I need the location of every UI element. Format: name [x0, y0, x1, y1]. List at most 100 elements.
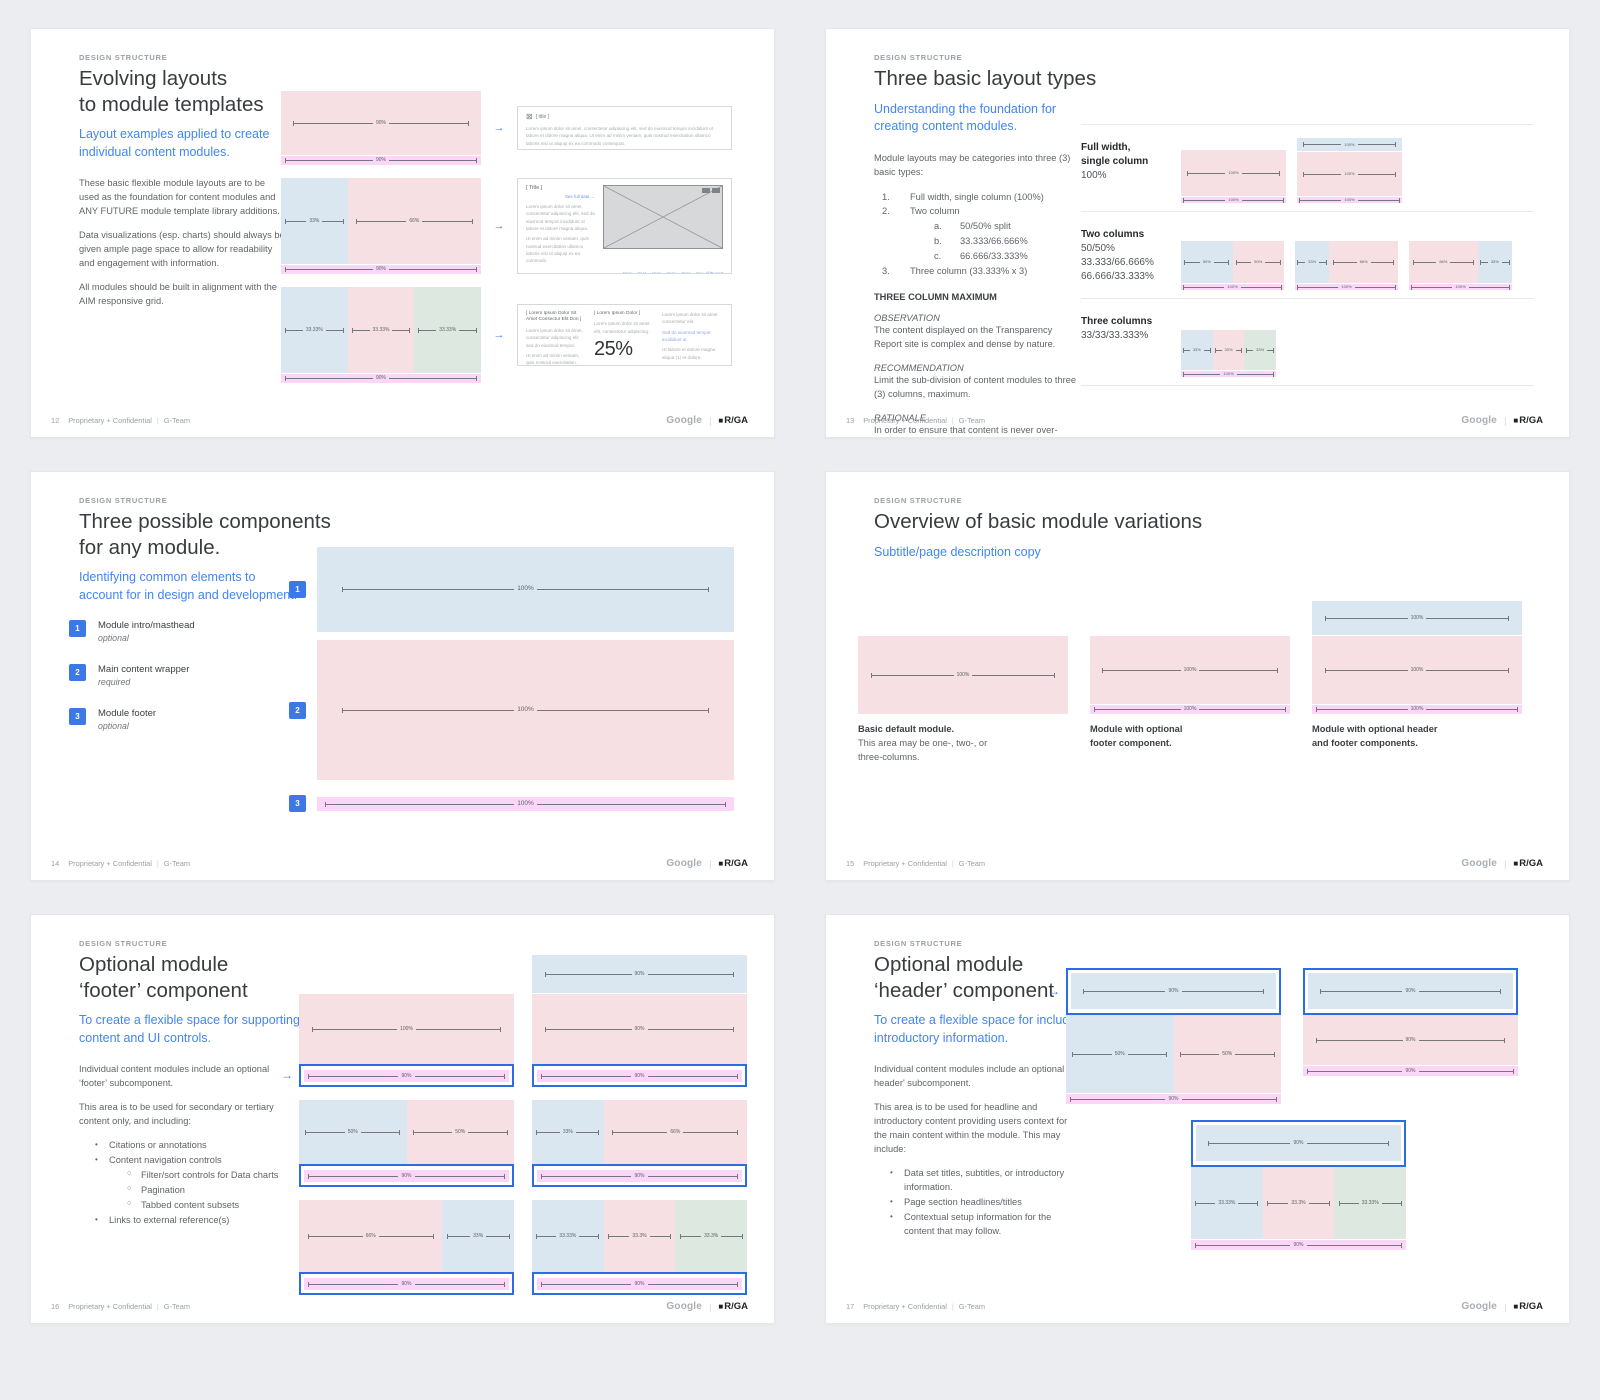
component-band-row: 2 100% [289, 640, 734, 780]
bullet-icon: • [890, 1196, 893, 1206]
wireframe-footer-links: Year Year Year Year Year See all/Export [526, 270, 723, 274]
module-diagram: 33% 66% 90% [532, 1100, 747, 1187]
page-title: Optional module ‘header’ component [874, 953, 1055, 1002]
module-diagram-cell: 50% 50% 100% [1181, 241, 1284, 290]
wireframe-paragraph: Lorem ipsum dolor sit amet elit, consect… [594, 321, 650, 334]
bullet-icon: • [95, 1140, 98, 1149]
module-diagram-cell: 90% 90% 90% [532, 955, 747, 1087]
legend-label: Main content wrapper [98, 664, 190, 676]
module-diagram-cell: 90% 50% 50% 90% → [1048, 968, 1281, 1104]
slide-subtitle: Identifying common elements to account f… [79, 570, 298, 602]
module-column: 33.3% [1262, 1167, 1335, 1239]
module-header: 90% [532, 955, 747, 993]
layout-types-panel: Full width, single column 100% 100% 100% … [1081, 124, 1534, 386]
slide-15[interactable]: DESIGN STRUCTURE Overview of basic modul… [825, 471, 1570, 881]
page-number: 12 [51, 416, 60, 425]
slide-footer: 16 Proprietary + Confidential | G-Team G… [51, 1301, 748, 1312]
module-header: 100% [1312, 601, 1522, 635]
highlight-outline: 90% [532, 1064, 747, 1087]
module-diagram-cell: 100% 90% → [281, 994, 514, 1087]
module-header: 100% [1297, 138, 1402, 151]
module-diagram: 100% [317, 547, 734, 632]
csv-icon [702, 188, 710, 193]
module-column: 33% [532, 1100, 604, 1164]
arrow-icon: → [493, 329, 505, 341]
module-diagram: 100% 100% [1181, 150, 1286, 203]
module-diagram-cell: 100% [317, 796, 734, 811]
confidential-label: Proprietary + Confidential [68, 859, 152, 868]
layout-type-row: Two columns 50/50% 33.333/66.666% 66.666… [1081, 211, 1534, 298]
emphasis-heading: THREE COLUMN MAXIMUM [874, 291, 997, 302]
layout-examples-panel: 90% 90% → ⊠ [ title ] Lorem ipsum dolor s… [281, 91, 732, 396]
component-number-chip: 2 [69, 664, 86, 682]
module-body: 33.33% 33.3% 33.3% [532, 1200, 748, 1272]
legend-item: 1 Module intro/masthead optional [69, 620, 287, 643]
bullet-icon: • [890, 1211, 893, 1221]
rga-logo-mark: ■ [718, 416, 724, 425]
module-diagram: 100% [317, 797, 734, 811]
module-diagram-cell: 33% 66% 90% [532, 1100, 747, 1187]
module-diagram-cell: 66% 33% 100% [1409, 241, 1512, 290]
arrow-icon: → [493, 220, 505, 232]
team-label: G-Team [958, 416, 986, 425]
module-column: 100% [1312, 636, 1522, 704]
module-column: 33.33% [281, 287, 348, 373]
module-diagram-cell: 33% 33% 33% 100% [1181, 330, 1277, 377]
module-diagram: 90% 90% 90% [1303, 968, 1518, 1076]
module-header: 90% [1308, 973, 1513, 1009]
legend-label: Module intro/masthead [98, 620, 195, 632]
module-footer: 100% [1181, 284, 1284, 290]
module-body: 100% [317, 640, 734, 780]
wireframe-link: Year [637, 270, 647, 274]
module-body: 90% [1303, 1015, 1518, 1065]
stat-value: 25% [594, 338, 633, 361]
bullet-icon: • [95, 1154, 98, 1164]
module-diagram: 66% 33% 100% [1409, 241, 1512, 290]
module-column: 90% [1303, 1015, 1518, 1065]
page-title: Three basic layout types [874, 67, 1097, 90]
slide-16[interactable]: DESIGN STRUCTURE Optional module ‘footer… [30, 914, 775, 1324]
slide-12[interactable]: DESIGN STRUCTURE Evolving layouts to mod… [30, 28, 775, 438]
module-diagram-cell: 33% 66% 90% [281, 178, 481, 274]
slide-footer: 12 Proprietary + Confidential | G-Team G… [51, 415, 748, 426]
slide-17[interactable]: DESIGN STRUCTURE Optional module ‘header… [825, 914, 1570, 1324]
confidential-label: Proprietary + Confidential [68, 416, 152, 425]
layout-type-row: Full width, single column 100% 100% 100% … [1081, 124, 1534, 211]
rga-logo-mark: ■ [1513, 1302, 1519, 1311]
confidential-label: Proprietary + Confidential [863, 859, 947, 868]
component-legend: 1 Module intro/masthead optional 2 Main … [69, 620, 287, 731]
example-row: 33.33% 33.33% 33.33% 90% → [ Lorem Ipsum Do… [281, 287, 732, 383]
wireframe-title: [ Lorem Ipsum Dolor ] [594, 311, 641, 316]
wireframe-paragraph: Ut enim ad minim veniam, quis nostrud ex… [526, 236, 589, 264]
module-body: 100% [858, 636, 1068, 714]
module-column: 33% [1181, 330, 1213, 370]
footer-separator: | [951, 416, 954, 425]
body-paragraph: This area is to be used for secondary or… [79, 1102, 274, 1127]
slide-14[interactable]: DESIGN STRUCTURE Three possible componen… [30, 471, 775, 881]
component-number-chip: 1 [69, 620, 86, 638]
page-title: Evolving layouts to module templates [79, 67, 264, 116]
variation-caption: Basic default module. This area may be o… [858, 724, 988, 762]
list-subitem: a. 50/50% split [934, 221, 1011, 232]
page-number: 17 [846, 1302, 855, 1311]
slide-13[interactable]: DESIGN STRUCTURE Three basic layout type… [825, 28, 1570, 438]
wireframe-title: [ title ] [535, 114, 550, 120]
module-column: 33.33% [1191, 1167, 1263, 1239]
bullet-item: • Content navigation controls [79, 1154, 287, 1168]
module-body: 33% 33% 33% [1181, 330, 1277, 370]
section-heading: RECOMMENDATION [874, 362, 964, 373]
module-diagram: 33.33% 33.33% 33.33% 90% [281, 287, 482, 383]
team-label: G-Team [958, 1302, 986, 1311]
module-footer: 90% [1303, 1066, 1518, 1076]
highlight-outline: 90% [532, 1164, 747, 1187]
bullet-item: • Links to external reference(s) [79, 1214, 287, 1228]
module-column: 33% [442, 1200, 514, 1272]
slide-footer: 15 Proprietary + Confidential | G-Team G… [846, 858, 1543, 869]
wireframe-paragraph: Ut enim ad minim veniam, quis nostrud ex… [526, 352, 580, 366]
slide-text-column: DESIGN STRUCTURE Three basic layout type… [874, 53, 1097, 437]
module-column: 33.33% [1334, 1167, 1407, 1239]
module-footer: 90% [537, 1170, 742, 1182]
wireframe-link-line: Quis nostrud exercitation. [662, 364, 723, 365]
slide-text-column: DESIGN STRUCTURE Three possible componen… [69, 496, 331, 752]
page-number: 13 [846, 416, 855, 425]
